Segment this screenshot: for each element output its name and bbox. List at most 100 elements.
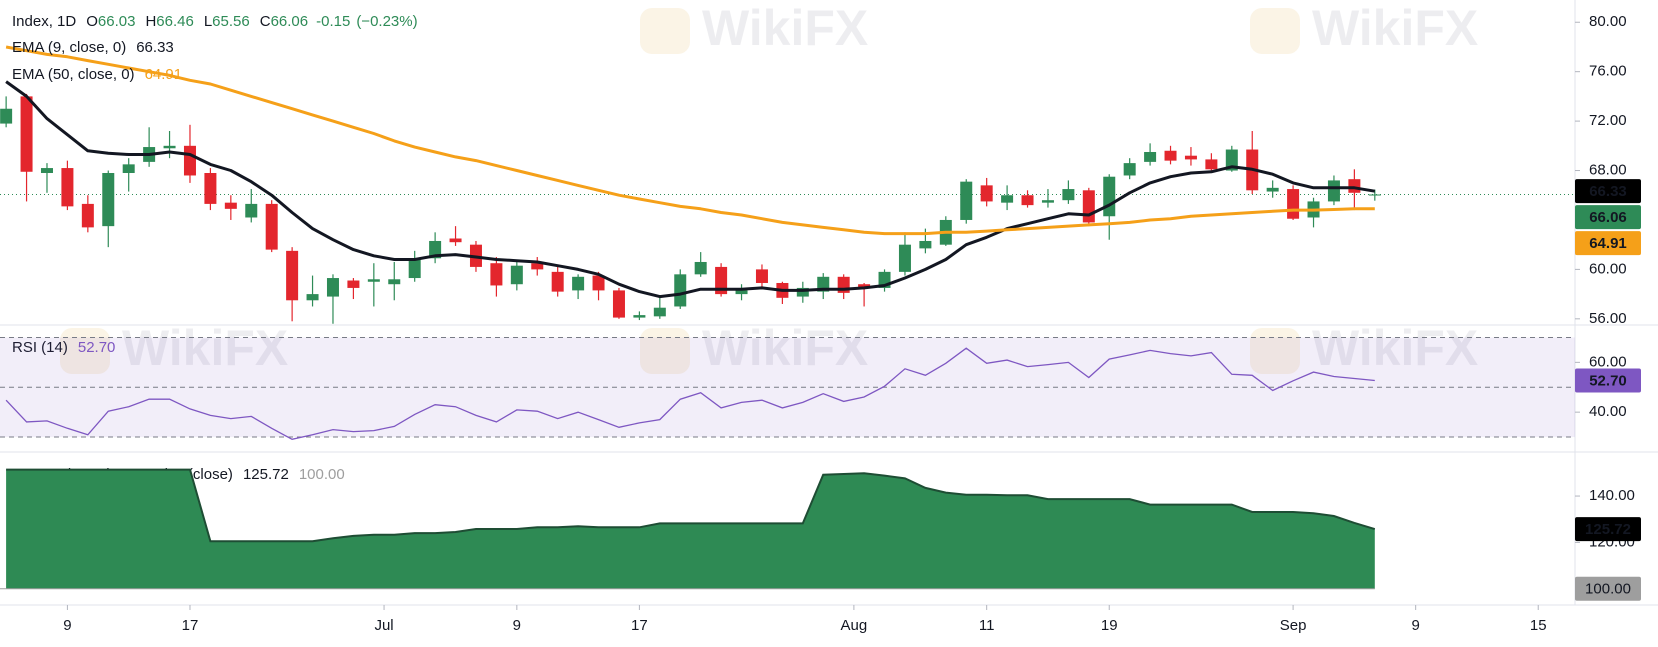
candle-body [1266, 187, 1279, 192]
candle-body [449, 238, 462, 243]
y-tick-label: 56.00 [1589, 310, 1627, 327]
candle-body [0, 108, 13, 124]
watermark: WikiFX [702, 320, 868, 376]
baseline-badge [1575, 576, 1641, 601]
price-badge [1575, 368, 1641, 393]
candle-body [1123, 163, 1136, 176]
price-badge [1575, 517, 1641, 542]
candle-body [1082, 190, 1095, 223]
candle-body [531, 263, 544, 270]
watermark-icon [60, 328, 110, 374]
price-badge-label: 125.72 [1585, 521, 1631, 538]
watermark: WikiFX [1312, 0, 1478, 56]
ohlc-value: 66.03 [98, 13, 136, 30]
candle-body [960, 181, 973, 220]
ohlc-prefix: L [204, 13, 212, 30]
x-tick-label: Jul [374, 617, 393, 634]
candle-body [980, 185, 993, 202]
legend-header: Index, 1D O66.03 H66.46 L65.56 C66.06 -0.15 (−… [12, 13, 418, 30]
candle-body [388, 279, 401, 285]
pane-legend-baseline: 100.00 [299, 466, 345, 483]
y-tick-label: 140.00 [1589, 487, 1635, 504]
area-fill [6, 469, 1375, 589]
x-tick-label: 19 [1101, 617, 1118, 634]
x-tick-label: Sep [1280, 617, 1307, 634]
candle-body [183, 145, 196, 176]
ohlc-prefix: C [260, 13, 271, 30]
change: -0.15 [316, 13, 350, 30]
x-tick-label: 9 [63, 617, 71, 634]
candle-body [919, 240, 932, 249]
candle-body [224, 202, 237, 209]
price-badge [1575, 205, 1641, 230]
pane-legend-value: 52.70 [78, 339, 116, 356]
candle-body [102, 173, 115, 227]
price-badge-label: 52.70 [1589, 373, 1627, 390]
candle-body [1327, 180, 1340, 202]
legend-entry: EMA (50, close, 0) 64.91 [12, 66, 182, 83]
rsi-line [5, 347, 1375, 440]
candle-body [755, 269, 768, 283]
watermark: WikiFX [702, 0, 868, 56]
candle-body [1144, 151, 1157, 162]
watermark-icon [640, 328, 690, 374]
candle-body [694, 261, 707, 275]
ohlc-value: 66.46 [156, 13, 194, 30]
symbol: Index, 1D [12, 13, 76, 30]
x-tick-label: Aug [841, 617, 868, 634]
candle-body [163, 145, 176, 149]
candle-body [1041, 200, 1054, 203]
price-badge-label: 66.06 [1589, 209, 1627, 226]
candle-body [898, 244, 911, 272]
ohlc-value: 66.06 [271, 13, 309, 30]
y-tick-label: 80.00 [1589, 13, 1627, 30]
candle-body [61, 168, 74, 207]
ema-line [5, 80, 1376, 299]
candle-body [715, 266, 728, 295]
candle-body [429, 240, 442, 259]
candle-body [858, 284, 871, 288]
candle-body [1164, 150, 1177, 161]
x-tick-label: 17 [631, 617, 648, 634]
candle-body [245, 203, 258, 218]
x-tick-label: 15 [1530, 617, 1547, 634]
legend-value: 64.91 [145, 66, 183, 83]
pane-legend-value: 125.72 [243, 466, 289, 483]
candle-body [612, 290, 625, 318]
pane-legend-name: RSI (14) [12, 339, 68, 356]
candle-body [1348, 179, 1361, 193]
ema-line [5, 45, 1375, 236]
price-badge [1575, 231, 1641, 256]
candle-body [1001, 195, 1014, 203]
candle-body [735, 290, 748, 295]
ohlc-prefix: H [145, 13, 156, 30]
candle-body [367, 279, 380, 282]
y-tick-label: 72.00 [1589, 112, 1627, 129]
candle-body [633, 315, 646, 318]
candle-body [408, 259, 421, 279]
watermark-icon [1250, 328, 1300, 374]
candle-body [204, 173, 217, 204]
candle-body [122, 164, 135, 174]
y-tick-label: 68.00 [1589, 162, 1627, 179]
watermark: WikiFX [1312, 320, 1478, 376]
ohlc-prefix: O [86, 13, 98, 30]
price-badge-label: 66.33 [1589, 183, 1627, 200]
candle-body [1287, 189, 1300, 219]
candle-body [490, 263, 503, 286]
candle-body [1184, 155, 1197, 160]
candle-body [306, 294, 319, 301]
ohlc-value: 65.56 [212, 13, 250, 30]
candle-body [674, 274, 687, 307]
baseline-badge-label: 100.00 [1585, 581, 1631, 598]
area-line [6, 468, 1376, 543]
candle-body [653, 307, 666, 317]
candle-body [510, 265, 523, 285]
candle-body [40, 168, 53, 174]
candle-body [551, 271, 564, 292]
candle-body [1225, 149, 1238, 171]
price-badge-label: 64.91 [1589, 235, 1627, 252]
legend-name: EMA (50, close, 0) [12, 66, 135, 83]
candle-body [347, 280, 360, 288]
candle-body [81, 203, 94, 228]
